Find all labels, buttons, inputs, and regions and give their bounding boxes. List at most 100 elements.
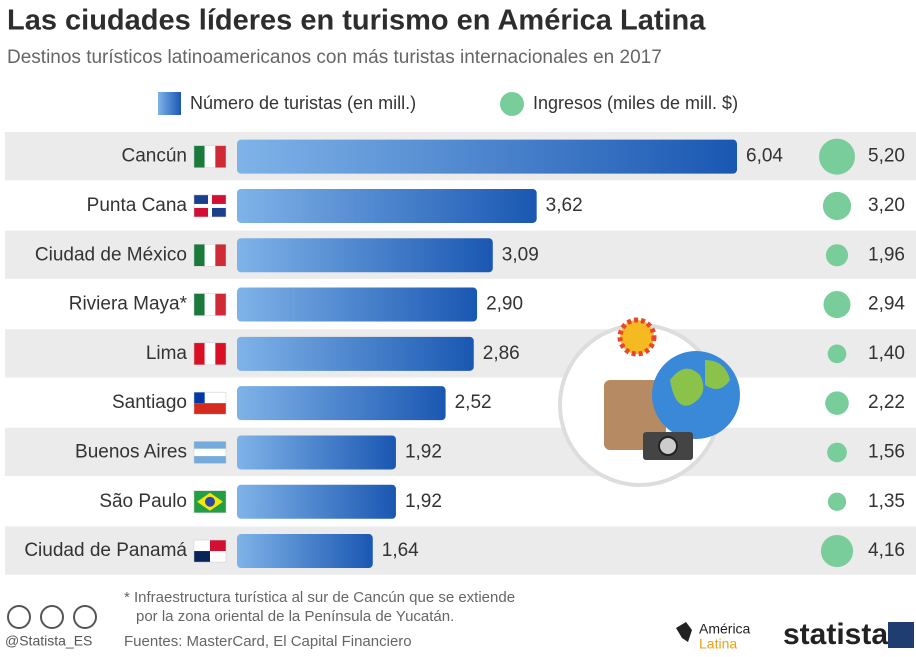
flag-part (212, 194, 226, 204)
legend-swatch (158, 92, 181, 115)
flag-part (194, 293, 205, 316)
value-label: 1,96 (868, 244, 905, 265)
flag-part (204, 342, 216, 365)
legend-swatch (500, 92, 524, 116)
legend-label: Ingresos (miles de mill. $) (533, 93, 738, 113)
bubble (825, 244, 849, 267)
sun (617, 317, 657, 357)
bar (237, 336, 474, 371)
flag (193, 391, 227, 415)
bubble (827, 344, 847, 364)
flag (193, 441, 227, 464)
value-label: 1,92 (405, 491, 442, 512)
icon (40, 605, 64, 629)
illustration (558, 317, 740, 487)
bar (237, 386, 446, 421)
value-label: 1,35 (868, 491, 905, 512)
flag (193, 293, 227, 316)
flag-border (193, 293, 227, 316)
license-icons (7, 605, 97, 629)
map-icon (676, 622, 692, 642)
bar (237, 139, 737, 174)
rows: Cancún 6,04 5,20 Punta Cana 3,62 3,20 Ciudad d… (5, 132, 916, 575)
flag-part (194, 456, 226, 464)
row-band (5, 526, 916, 575)
globe-land (670, 360, 730, 406)
bar (237, 534, 373, 569)
flag-part (194, 194, 208, 204)
flag-border (193, 342, 227, 366)
flag-part (194, 441, 226, 449)
category-label: Buenos Aires (75, 441, 187, 462)
flag-part (215, 145, 226, 168)
flag-part (194, 392, 205, 404)
value-label: 2,52 (455, 392, 492, 413)
flag (193, 145, 227, 168)
value-label: 2,94 (868, 294, 905, 315)
bar (237, 238, 493, 273)
category-label: Ciudad de México (35, 244, 187, 265)
source: Fuentes: MasterCard, El Capital Financie… (124, 633, 412, 650)
chart-title: Las ciudades líderes en turismo en Améri… (7, 5, 706, 37)
value-label: 2,22 (868, 392, 905, 413)
flag-border (193, 441, 227, 464)
category-label: Punta Cana (87, 195, 188, 216)
credit: @Statista_ES (5, 633, 92, 649)
bubble (825, 391, 849, 415)
flag-part (194, 551, 210, 563)
value-label: 6,04 (746, 146, 783, 167)
flag-part (194, 392, 226, 404)
bar (237, 435, 396, 470)
flag-part (212, 207, 226, 217)
flag-part (194, 244, 205, 267)
category-label: Lima (146, 343, 188, 364)
footnote: por la zona oriental de la Península de … (136, 608, 454, 625)
flag-part (204, 293, 216, 316)
flag-part (194, 342, 205, 365)
bubble (827, 492, 847, 511)
flag (193, 539, 227, 563)
value-label: 2,90 (486, 294, 523, 315)
flag-part (215, 342, 226, 365)
icon (7, 605, 31, 629)
flag-part (215, 293, 226, 316)
value-label: 1,92 (405, 441, 442, 462)
flag-border (193, 145, 227, 168)
value-label: 1,40 (868, 343, 905, 364)
bubble (819, 138, 855, 175)
category-label: São Paulo (99, 491, 187, 512)
bar (237, 484, 396, 519)
bubble (827, 442, 847, 463)
category-label: Riviera Maya* (69, 294, 188, 315)
flag (193, 244, 227, 267)
flag-part (204, 145, 216, 168)
flag (193, 490, 227, 513)
legend: Número de turistas (en mill.) Ingresos (… (158, 92, 738, 116)
bubble (822, 191, 852, 221)
legend-label: Número de turistas (en mill.) (190, 93, 416, 113)
flag-border (193, 194, 227, 218)
flag-part (205, 496, 215, 507)
value-label: 2,86 (483, 343, 520, 364)
flag-part (204, 244, 216, 267)
logo-text: América (699, 621, 751, 637)
flag-part (215, 244, 226, 267)
flag-part (194, 207, 208, 217)
flag-part (210, 540, 226, 552)
value-label: 4,16 (868, 540, 905, 561)
value-label: 3,20 (868, 195, 905, 216)
flag-border (193, 490, 227, 513)
flag-part (194, 448, 226, 457)
row-band (5, 427, 916, 477)
flag-part (194, 145, 205, 168)
logo-text: statista (783, 618, 888, 651)
value-label: 5,20 (868, 146, 905, 167)
chart-subtitle: Destinos turísticos latinoamericanos con… (7, 47, 662, 68)
bubble (820, 534, 854, 568)
bar (237, 188, 537, 223)
footnote: * Infraestructura turística al sur de Ca… (124, 589, 515, 606)
category-label: Ciudad de Panamá (24, 540, 187, 561)
value-label: 1,64 (382, 540, 419, 561)
category-label: Santiago (112, 392, 187, 413)
